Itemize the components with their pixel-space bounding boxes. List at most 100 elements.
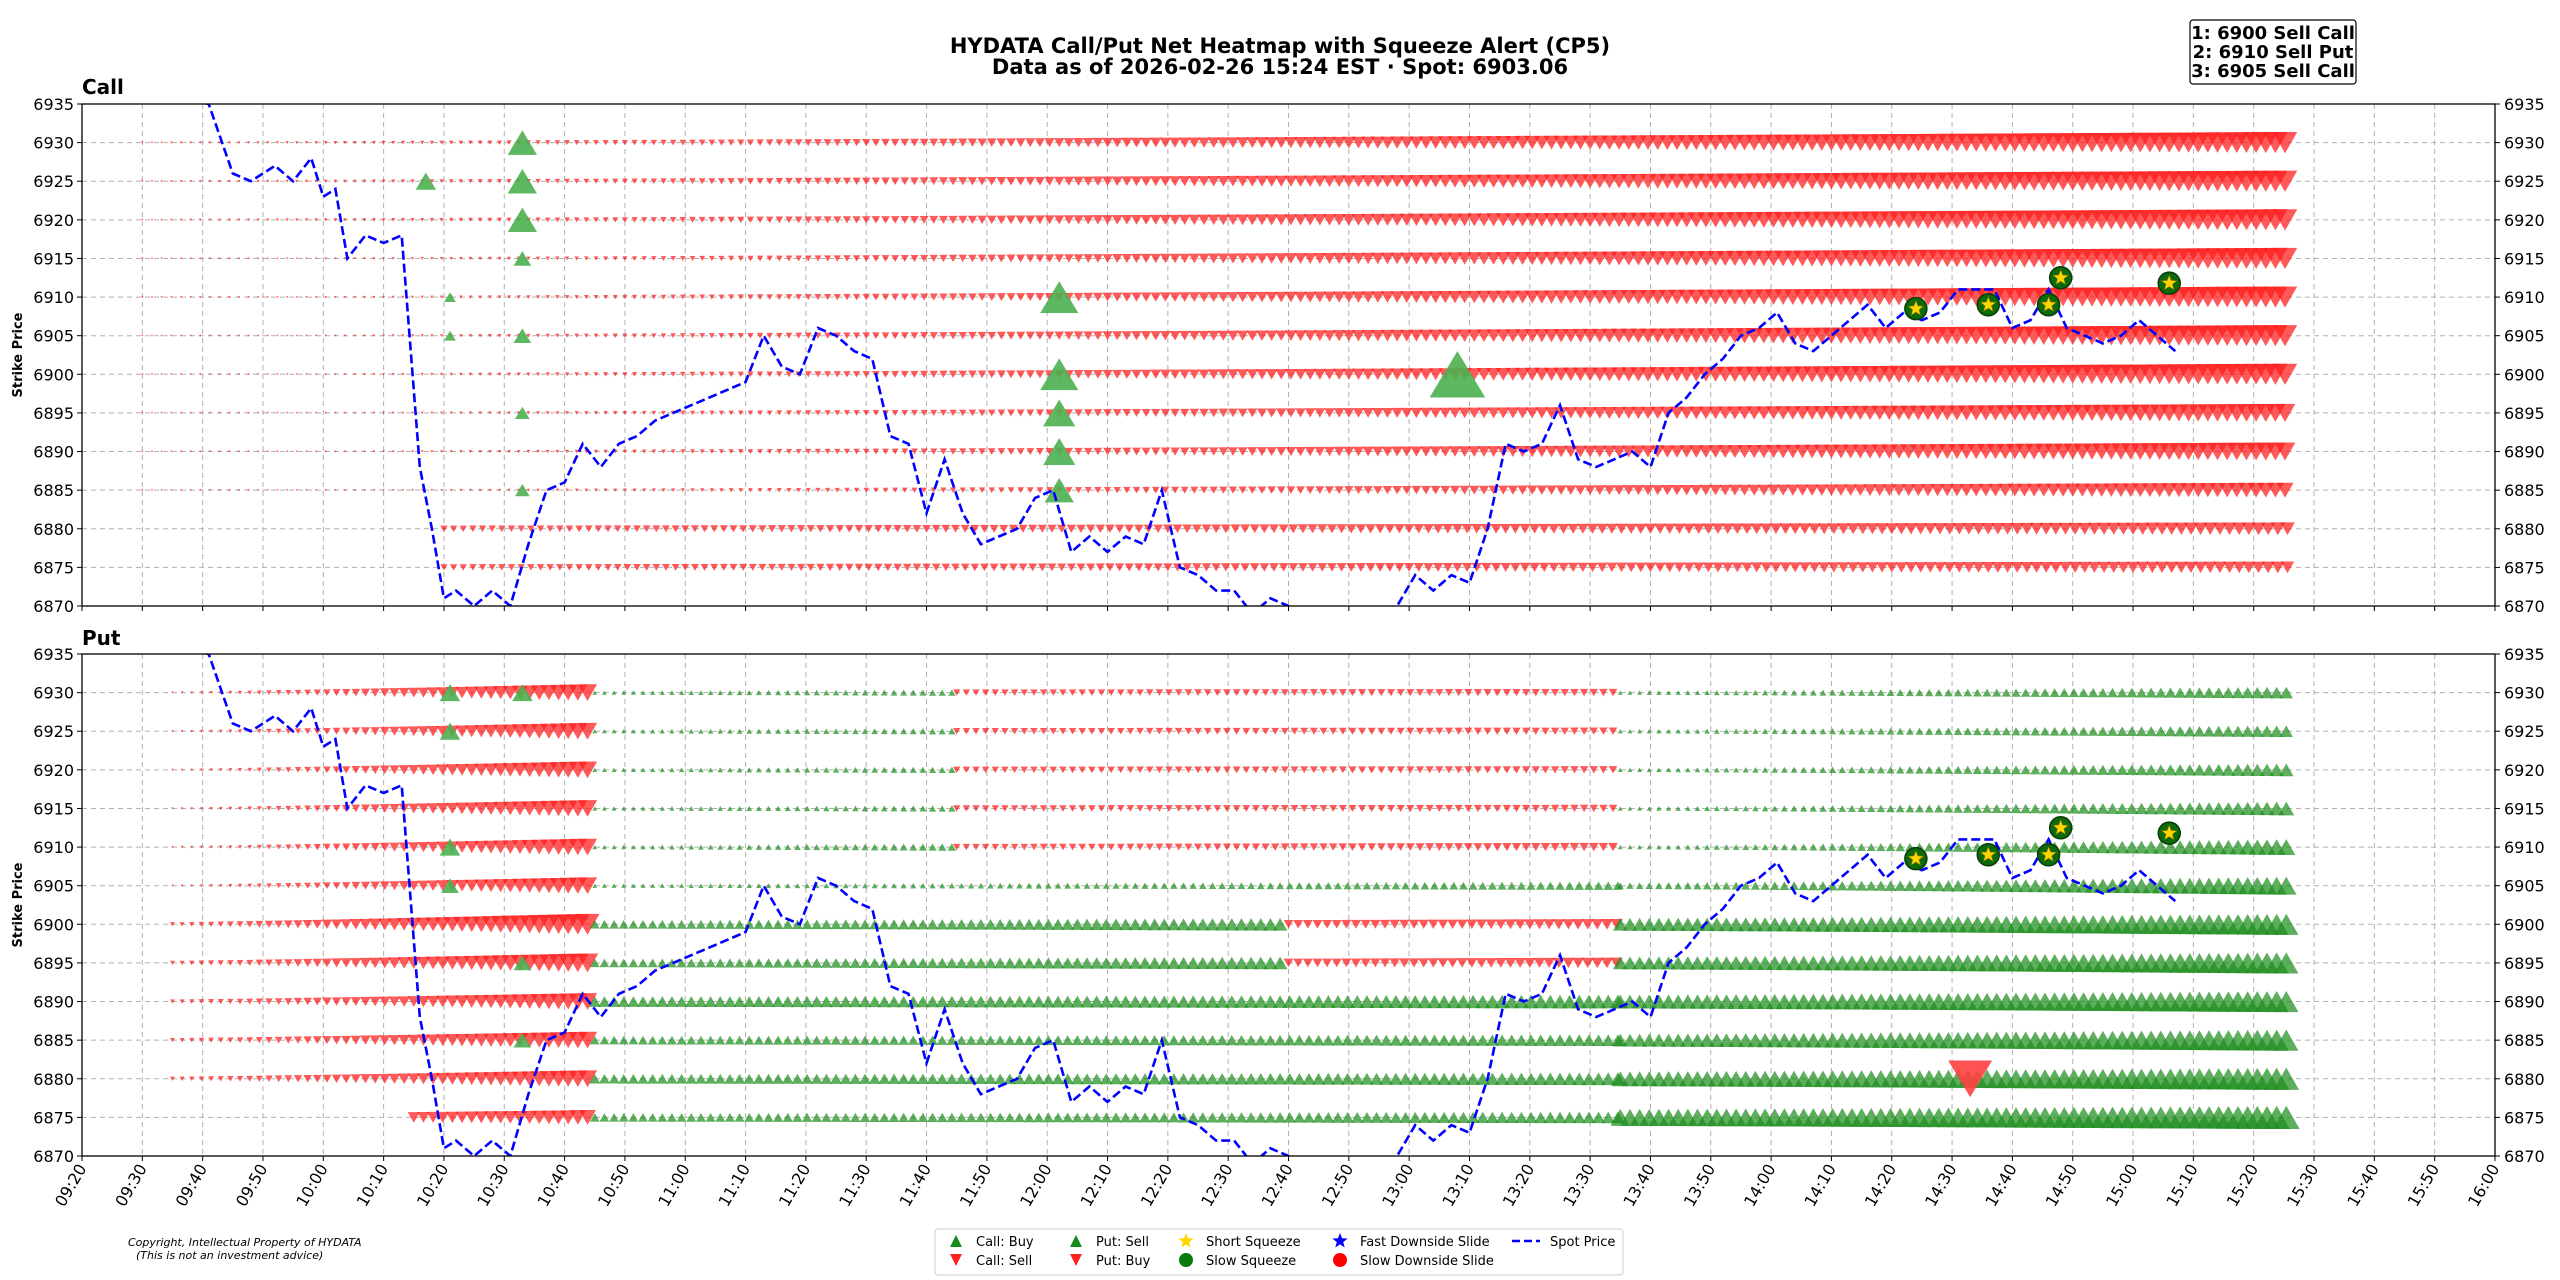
heat-marker <box>1808 523 1821 535</box>
heat-marker <box>227 921 234 928</box>
heat-marker <box>861 805 869 812</box>
heat-marker <box>651 410 657 415</box>
heat-marker <box>962 689 971 696</box>
heat-marker <box>1194 766 1202 774</box>
heat-marker <box>611 729 617 734</box>
heat-marker <box>353 411 356 414</box>
heat-marker <box>955 919 968 930</box>
heat-marker <box>1922 880 1936 892</box>
y-tick-label: 6935 <box>33 95 74 114</box>
heat-marker <box>506 179 512 184</box>
heat-marker <box>968 293 977 301</box>
heat-marker <box>488 525 496 532</box>
heat-marker <box>256 806 262 811</box>
heat-marker <box>1150 176 1162 187</box>
heat-marker <box>1420 407 1432 419</box>
heat-marker <box>398 726 410 736</box>
heat-marker <box>2135 522 2150 535</box>
heat-marker <box>564 333 570 338</box>
heat-marker <box>804 255 812 262</box>
heat-marker <box>1934 765 1944 774</box>
heat-marker <box>1088 805 1096 812</box>
heat-marker <box>2203 561 2217 574</box>
heat-marker <box>285 141 289 145</box>
heat-marker <box>593 411 599 415</box>
heat-marker <box>765 883 772 889</box>
heat-marker <box>912 563 922 572</box>
y-tick-label-right: 6935 <box>2504 95 2545 114</box>
heat-marker <box>362 179 367 183</box>
heat-marker <box>1311 995 1326 1008</box>
heat-marker <box>986 215 997 225</box>
heat-marker <box>1352 252 1365 265</box>
heat-marker <box>1982 562 1995 573</box>
heat-marker <box>1602 407 1617 419</box>
heat-marker <box>535 178 541 184</box>
heat-marker <box>1660 445 1675 458</box>
heat-marker <box>293 997 303 1006</box>
heat-marker <box>765 728 772 734</box>
heat-marker <box>1944 727 1953 735</box>
heat-marker <box>150 489 154 492</box>
heat-marker <box>1198 292 1210 302</box>
heat-marker <box>1314 408 1326 418</box>
heat-marker <box>689 255 696 261</box>
heat-marker <box>237 141 241 144</box>
heat-marker <box>179 960 185 966</box>
heat-marker <box>1022 995 1036 1008</box>
heat-marker <box>1150 292 1162 302</box>
heat-marker <box>1168 1035 1180 1046</box>
heat-marker <box>487 179 493 184</box>
heat-marker <box>1905 562 1918 573</box>
heat-marker <box>1275 291 1288 303</box>
heat-marker <box>938 215 949 224</box>
heat-marker <box>647 919 658 929</box>
heat-marker <box>2068 561 2082 573</box>
heat-marker <box>1323 368 1336 380</box>
heat-marker <box>1109 957 1123 969</box>
heat-marker <box>601 729 607 734</box>
heat-marker <box>2230 801 2246 815</box>
heat-marker <box>1991 522 2005 535</box>
heat-marker <box>845 563 854 572</box>
heat-marker <box>897 995 911 1008</box>
heat-marker <box>1439 446 1452 457</box>
heat-marker <box>784 767 791 773</box>
heat-marker <box>379 726 390 736</box>
heat-marker <box>1963 688 1973 697</box>
heat-marker <box>410 140 415 145</box>
heat-marker <box>1341 919 1352 929</box>
heat-marker <box>565 449 570 454</box>
heat-marker <box>160 373 163 376</box>
heat-marker <box>994 1035 1006 1045</box>
heat-marker <box>285 296 289 299</box>
heat-marker <box>1970 879 1985 892</box>
heat-marker <box>669 690 675 695</box>
heat-marker <box>171 846 174 849</box>
heat-marker <box>1059 805 1067 812</box>
heat-marker <box>1538 562 1550 572</box>
heat-marker <box>1198 330 1210 341</box>
heat-marker <box>378 957 392 969</box>
heat-marker <box>814 294 822 301</box>
heat-marker <box>1466 213 1482 227</box>
heat-marker <box>630 767 636 773</box>
heat-marker <box>1560 766 1570 774</box>
y-tick-label-right: 6920 <box>2504 211 2545 230</box>
heat-marker <box>372 373 376 376</box>
heat-marker <box>1531 804 1541 813</box>
heat-marker <box>823 177 832 185</box>
heat-marker <box>840 1035 851 1045</box>
heat-marker <box>1054 138 1065 148</box>
heat-marker <box>843 371 851 378</box>
heat-marker <box>1145 689 1154 696</box>
heat-marker <box>1574 485 1586 495</box>
heat-marker <box>228 373 231 376</box>
heat-marker <box>340 958 352 968</box>
heat-marker <box>852 883 859 889</box>
heat-marker <box>334 257 337 260</box>
heat-marker <box>991 843 1000 851</box>
heat-marker <box>1656 767 1662 773</box>
heat-marker <box>2212 764 2226 776</box>
heat-marker <box>1081 1035 1093 1046</box>
